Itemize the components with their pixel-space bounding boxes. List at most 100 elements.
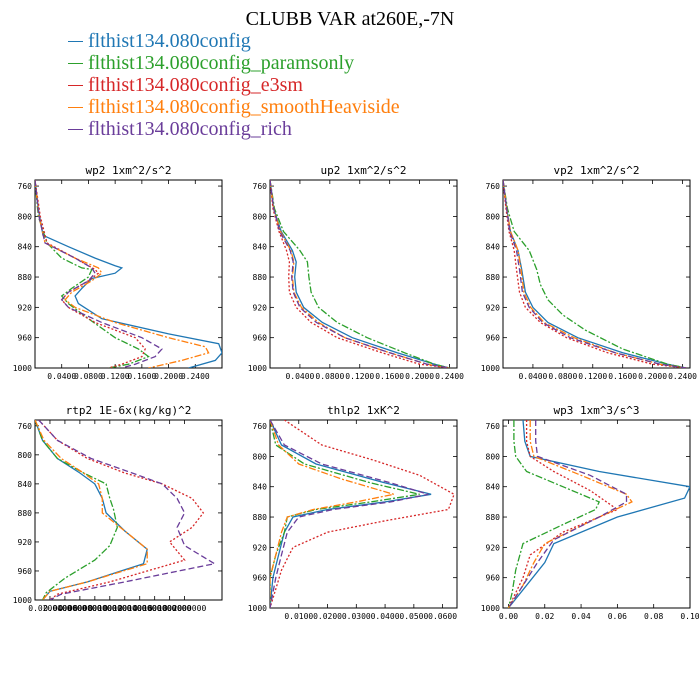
- series-line: [270, 180, 450, 368]
- series-line: [270, 420, 432, 608]
- y-tick-label: 880: [18, 273, 33, 282]
- x-tick-label: 0.1600: [608, 372, 637, 381]
- x-tick-label: 0.02: [535, 612, 554, 621]
- series-line: [270, 180, 450, 368]
- x-tick-label: 0.2400: [181, 372, 210, 381]
- plot-frame: [269, 419, 458, 609]
- legend-swatch-icon: [68, 62, 83, 64]
- y-tick-label: 760: [18, 422, 33, 431]
- x-tick-label: 0.2400: [668, 372, 697, 381]
- x-tick-label: 0.1200: [345, 372, 374, 381]
- x-tick-label: 0.0800: [74, 372, 103, 381]
- y-tick-label: 1000: [481, 604, 500, 613]
- legend-swatch-icon: [68, 40, 83, 42]
- legend-swatch-icon: [68, 128, 83, 130]
- y-tick-label: 880: [253, 273, 268, 282]
- x-tick-label: 0.0800: [315, 372, 344, 381]
- panel-title: rtp2 1E-6x(kg/kg)^2: [66, 404, 192, 417]
- series-line: [503, 180, 687, 368]
- y-tick-label: 920: [486, 303, 501, 312]
- series-line: [507, 420, 628, 608]
- x-tick-label: 0.1400000: [118, 604, 162, 613]
- legend-item: flthist134.080config_smoothHeaviside: [68, 96, 400, 118]
- x-tick-label: 0.00: [499, 612, 518, 621]
- legend-label: flthist134.080config_e3sm: [88, 73, 303, 96]
- y-tick-label: 800: [486, 212, 501, 221]
- series-line: [270, 420, 455, 608]
- plot-frame: [34, 179, 223, 369]
- x-tick-label: 0.0400: [371, 612, 400, 621]
- x-tick-label: 0.2000: [405, 372, 434, 381]
- x-tick-label: 0.1200000: [103, 604, 147, 613]
- x-tick-label: 0.0200000: [28, 604, 72, 613]
- chart-panel: rtp2 1E-6x(kg/kg)^2 760 800 840 880 920 960 100…: [13, 404, 223, 613]
- legend-label: flthist134.080config_smoothHeaviside: [88, 95, 400, 118]
- y-tick-label: 840: [253, 483, 268, 492]
- y-tick-label: 1000: [248, 604, 267, 613]
- series-line: [503, 180, 687, 368]
- y-tick-label: 880: [486, 513, 501, 522]
- y-tick-label: 840: [18, 243, 33, 252]
- y-tick-label: 880: [18, 509, 33, 518]
- x-tick-label: 0.1000000: [88, 604, 132, 613]
- series-line: [270, 420, 420, 608]
- y-tick-label: 920: [253, 303, 268, 312]
- x-tick-label: 0.2400: [435, 372, 464, 381]
- chart-panel: up2 1xm^2/s^2 760 800 840 880 920 960 1000 0.040…: [248, 164, 464, 381]
- y-tick-label: 920: [18, 538, 33, 547]
- series-line: [270, 420, 394, 608]
- y-tick-label: 960: [18, 567, 33, 576]
- legend: flthist134.080config flthist134.080confi…: [68, 30, 400, 140]
- plot-frame: [502, 179, 691, 369]
- series-line: [270, 420, 429, 608]
- y-tick-label: 760: [18, 182, 33, 191]
- series-line: [35, 180, 150, 368]
- x-tick-label: 0.0400: [518, 372, 547, 381]
- chart-panel: wp3 1xm^3/s^3 760 800 840 880 920 960 10000.00 0…: [481, 404, 700, 621]
- y-tick-label: 1000: [248, 364, 267, 373]
- x-tick-label: 0.0400: [47, 372, 76, 381]
- series-line: [35, 420, 148, 600]
- legend-item: flthist134.080config_rich: [68, 118, 400, 140]
- legend-swatch-icon: [68, 84, 83, 86]
- x-tick-label: 0.0400000: [43, 604, 87, 613]
- y-tick-label: 960: [253, 334, 268, 343]
- series-line: [35, 180, 222, 368]
- panel-title: wp3 1xm^3/s^3: [553, 404, 639, 417]
- x-tick-label: 0.2000: [638, 372, 667, 381]
- legend-label: flthist134.080config_paramsonly: [88, 51, 355, 74]
- y-tick-label: 960: [486, 574, 501, 583]
- y-tick-label: 840: [486, 243, 501, 252]
- x-tick-label: 0.04: [571, 612, 590, 621]
- x-tick-label: 0.1800000: [148, 604, 192, 613]
- y-tick-label: 1000: [13, 596, 32, 605]
- x-tick-label: 0.0800: [548, 372, 577, 381]
- x-tick-label: 0.1600000: [133, 604, 177, 613]
- x-tick-label: 0.1600: [375, 372, 404, 381]
- x-tick-label: 0.0400: [285, 372, 314, 381]
- y-tick-label: 880: [253, 513, 268, 522]
- panel-title: thlp2 1xK^2: [327, 404, 400, 417]
- legend-label: flthist134.080config_rich: [88, 117, 292, 140]
- series-line: [35, 180, 163, 368]
- series-line: [35, 420, 148, 600]
- legend-item: flthist134.080config_paramsonly: [68, 52, 400, 74]
- y-tick-label: 960: [486, 334, 501, 343]
- y-tick-label: 1000: [13, 364, 32, 373]
- series-line: [503, 180, 687, 368]
- y-tick-label: 1000: [481, 364, 500, 373]
- chart-panel: wp2 1xm^2/s^2 760 800 840 880 920 960 1000 0.040…: [13, 164, 223, 381]
- y-tick-label: 800: [486, 452, 501, 461]
- series-line: [35, 420, 118, 600]
- legend-item: flthist134.080config: [68, 30, 400, 52]
- y-tick-label: 960: [253, 574, 268, 583]
- series-line: [270, 180, 450, 368]
- chart-panel: vp2 1xm^2/s^2 760 800 840 880 920 960 1000 0.040…: [481, 164, 697, 381]
- y-tick-label: 880: [486, 273, 501, 282]
- y-tick-label: 840: [486, 483, 501, 492]
- legend-item: flthist134.080config_e3sm: [68, 74, 400, 96]
- x-tick-label: 0.0200: [313, 612, 342, 621]
- y-tick-label: 840: [18, 480, 33, 489]
- series-line: [507, 420, 601, 608]
